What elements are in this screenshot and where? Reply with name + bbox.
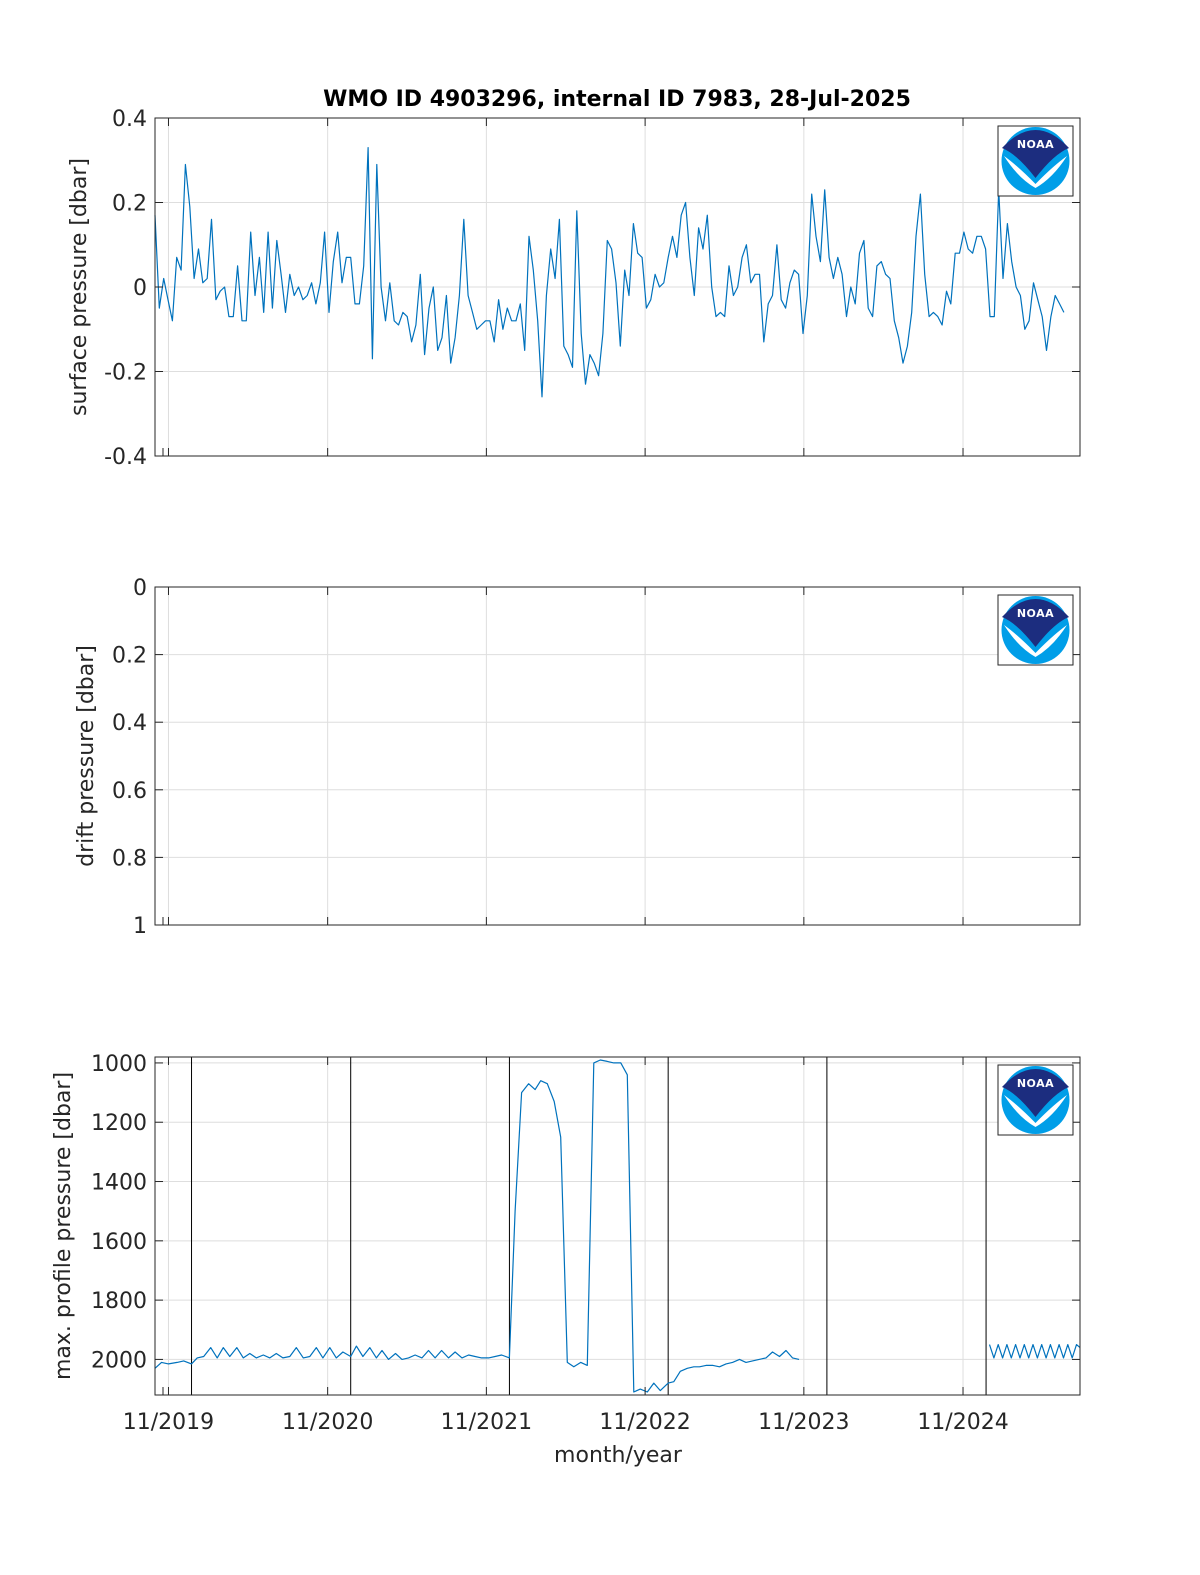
y-tick-label: 0.2 (112, 192, 147, 217)
y-tick-label: 0 (133, 576, 147, 601)
noaa-logo: NOAA (997, 1064, 1074, 1136)
noaa-logo: NOAA (997, 594, 1074, 666)
y-tick-label: 0.8 (112, 846, 147, 871)
x-tick-label: 11/2023 (758, 1410, 849, 1435)
noaa-logo: NOAA (997, 125, 1074, 197)
y-tick-label: -0.4 (104, 445, 147, 470)
drift-pressure-ylabel: drift pressure [dbar] (74, 645, 99, 867)
y-tick-label: 0.4 (112, 107, 147, 132)
max-profile-pressure-ylabel: max. profile pressure [dbar] (51, 1072, 76, 1380)
drift-pressure-axes (154, 586, 1081, 926)
y-tick-label: 0.6 (112, 779, 147, 804)
y-tick-label: 0.4 (112, 711, 147, 736)
y-tick-label: -0.2 (104, 361, 147, 386)
noaa-logo-bird (1002, 1069, 1069, 1117)
surface-pressure-line (154, 147, 1065, 398)
noaa-logo-bird (1002, 599, 1069, 647)
noaa-logo-wave (1004, 156, 1067, 188)
y-tick-label: 0.2 (112, 644, 147, 669)
x-tick-label: 11/2024 (917, 1410, 1008, 1435)
max-profile-pressure-line-1 (154, 1059, 800, 1393)
chart-title: WMO ID 4903296, internal ID 7983, 28-Jul… (323, 87, 911, 112)
y-tick-label: 1800 (91, 1289, 147, 1314)
x-tick-label: 11/2019 (123, 1410, 214, 1435)
max-profile-pressure-axes (154, 1056, 1081, 1396)
y-tick-label: 1400 (91, 1171, 147, 1196)
y-tick-label: 1 (133, 914, 147, 939)
max-profile-pressure-panel: 1000 1200 1400 1600 1800 2000 11/2019 11/2020 11… (51, 1052, 1081, 1435)
surface-pressure-panel: 0.40.20-0.2-0.4 surface pressure [dbar] … (67, 107, 1081, 470)
y-tick-label: 1200 (91, 1111, 147, 1136)
x-tick-label: 11/2020 (282, 1410, 373, 1435)
noaa-logo-text: NOAA (1017, 1077, 1054, 1090)
noaa-logo-wave (1004, 1095, 1067, 1127)
drift-pressure-panel: 0 0.2 0.4 0.6 0.8 1 drift pressure [dbar] NOA… (74, 576, 1081, 939)
x-tick-label: 11/2022 (599, 1410, 690, 1435)
x-axis-label: month/year (554, 1443, 683, 1468)
noaa-logo-bird (1002, 130, 1069, 178)
y-tick-label: 0 (133, 276, 147, 301)
noaa-logo-text: NOAA (1017, 138, 1054, 151)
surface-pressure-ylabel: surface pressure [dbar] (67, 158, 92, 416)
y-tick-label: 1000 (91, 1052, 147, 1077)
noaa-logo-text: NOAA (1017, 607, 1054, 620)
y-tick-label: 2000 (91, 1348, 147, 1373)
noaa-logo-wave (1004, 625, 1067, 657)
x-tick-label: 11/2021 (441, 1410, 532, 1435)
max-profile-pressure-line-2 (988, 1343, 1081, 1359)
y-tick-label: 1600 (91, 1230, 147, 1255)
